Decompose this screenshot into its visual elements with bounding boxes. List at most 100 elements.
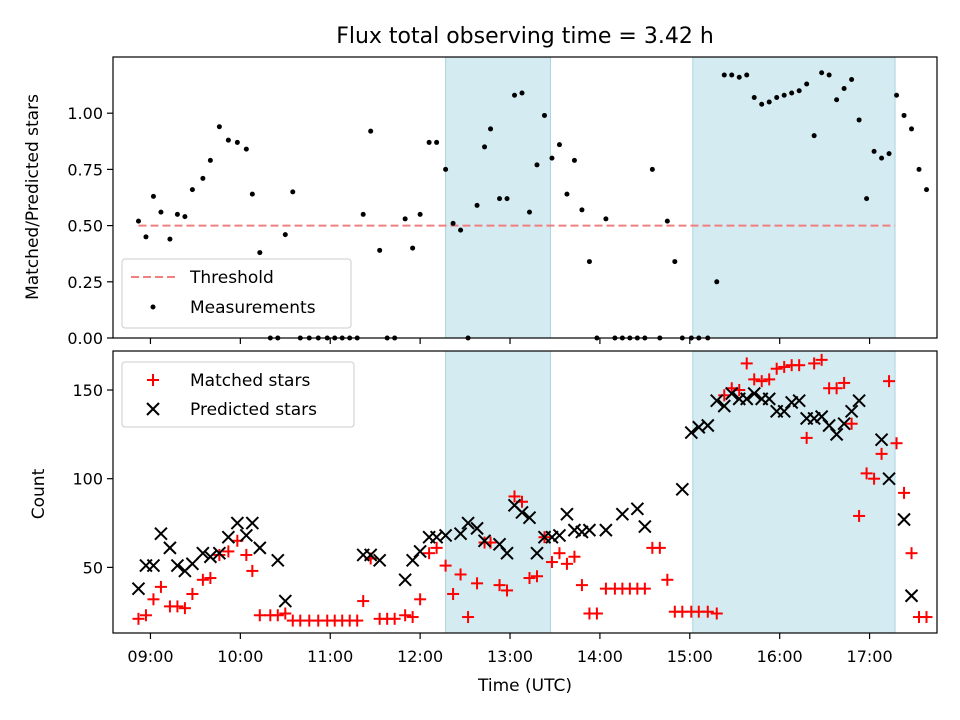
y-tick-label: 150 [72,381,103,400]
matched-legend-swatch [147,374,159,386]
predicted-point [154,526,168,541]
measurement-point [834,97,840,103]
ratio-panel: 0.00 0.25 0.50 0.75 1.00 Matched/Predicted s… [23,56,938,348]
matched-point [271,609,284,622]
predicted-point [212,546,227,560]
predicted-point [710,393,724,408]
matched-point [920,611,933,624]
predicted-point [874,432,889,447]
predicted-point [131,581,146,596]
x-tick-label: 11:00 [307,647,353,666]
matched-point [778,360,791,373]
measurement-point [504,196,510,202]
measurement-point [751,94,757,100]
matched-point [147,593,160,606]
measurement-point [826,72,832,78]
matched-point [351,614,364,627]
predicted-point [747,386,761,401]
predicted-point [196,546,210,560]
ratio-legend: Threshold Measurements [121,258,352,329]
predicted-point [675,482,690,497]
predicted-point [792,393,806,408]
predicted-point [461,516,475,530]
matched-point [830,382,843,395]
matched-point [638,582,651,595]
measurements-legend-swatch [150,304,156,310]
matched-point [186,587,199,600]
measurement-point [512,92,518,98]
predicted-point [599,523,613,537]
count-panel: 50 100 150 09:00 10:00 11:00 12:00 13:00 14:00 1… [29,350,938,696]
matched-point [530,570,543,583]
x-axis-label: Time (UTC) [477,676,572,696]
x-tick-label: 12:00 [397,647,443,666]
predicted-point [560,507,574,521]
measurement-point [519,90,525,96]
predicted-point [684,425,699,440]
matched-point [357,595,370,608]
matched-point [755,375,768,388]
matched-point [845,417,858,430]
ratio-y-axis-label: Matched/Predicted stars [23,94,43,300]
matched-point [868,472,881,485]
y-tick-label: 1.00 [67,104,103,123]
highlight-span-1 [692,350,896,634]
predicted-point [897,512,911,527]
predicted-point [522,511,537,525]
measurement-point [189,187,195,193]
matched-point [454,568,467,581]
matched-point [740,357,753,370]
predicted-point [230,516,245,530]
matched-point [399,609,412,622]
measurement-point [789,90,795,96]
predicted-point [500,546,514,560]
highlight-span-1 [692,56,896,339]
measurement-point [526,209,532,215]
predicted-point [239,528,254,543]
count-legend-box [121,361,355,428]
predicted-point [271,553,285,567]
threshold-legend-label: Threshold [189,268,274,288]
matched-point [178,602,191,615]
predicted-point [837,417,851,431]
x-tick-label: 10:00 [217,647,263,666]
measurement-point [257,250,263,256]
matched-point [815,353,828,366]
measurement-point [894,92,900,98]
measurement-point [811,133,817,139]
matched-point [462,611,475,624]
predicted-point [170,558,185,573]
highlight-span-0 [445,350,551,634]
matched-point [204,572,217,585]
predicted-point [740,392,754,406]
predicted-point [552,528,567,543]
matched-point [661,573,674,586]
predicted-point [278,594,292,608]
predicted-point [725,386,739,401]
matched-point [808,357,821,370]
measurement-point [216,124,222,130]
matched-point [154,580,167,593]
matched-point [748,373,761,386]
measurement-point [571,157,577,163]
matched-point [501,584,514,597]
matched-point [132,612,145,625]
measurement-point [426,139,432,145]
predicted-point [470,521,484,536]
measurement-point [924,187,930,193]
measurement-point [443,166,449,172]
measurement-point [672,259,678,265]
measurement-point [556,142,562,148]
predicted-point [530,546,544,560]
matched-stars-series [132,353,933,627]
measurements-series [135,70,930,341]
predicted-point [413,544,427,559]
matched-point [718,389,731,402]
matched-point [710,607,723,620]
predicted-point [515,505,529,520]
matched-legend-label: Matched stars [190,371,310,391]
y-tick-label: 50 [83,558,103,577]
matched-point [240,548,253,561]
matched-point [853,509,866,522]
